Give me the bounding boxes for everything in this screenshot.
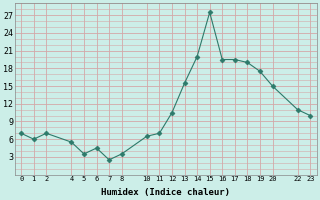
X-axis label: Humidex (Indice chaleur): Humidex (Indice chaleur): [101, 188, 230, 197]
